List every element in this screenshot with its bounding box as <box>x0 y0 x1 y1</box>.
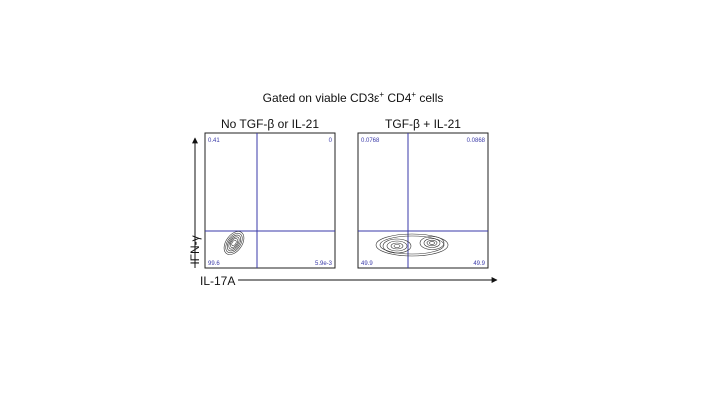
quadrant-value: 5.9e-3 <box>315 261 333 267</box>
quadrant-value: 0.41 <box>208 138 220 144</box>
plot-panel: 0.0768 0.0868 49.9 49.9 <box>357 132 489 269</box>
quadrant-value: 0.0868 <box>467 138 486 144</box>
quadrant-value: 0 <box>329 138 333 144</box>
quadrant-value: 0.0768 <box>361 138 380 144</box>
contour <box>375 233 449 257</box>
panel-label: TGF-β + IL-21 <box>385 117 461 131</box>
x-axis-label: IL-17A <box>200 274 235 288</box>
title: Gated on viable CD3ε+ CD4+ cells <box>263 90 444 105</box>
quadrant-value: 49.9 <box>473 261 485 267</box>
quadrant-value: 49.9 <box>361 261 373 267</box>
plot-panel: 0.41 0 99.6 5.9e-3 <box>204 132 336 269</box>
contour <box>223 231 245 255</box>
y-axis-label: IFN-γ <box>188 235 202 264</box>
quadrant-value: 99.6 <box>208 261 220 267</box>
panel-label: No TGF-β or IL-21 <box>221 117 319 131</box>
